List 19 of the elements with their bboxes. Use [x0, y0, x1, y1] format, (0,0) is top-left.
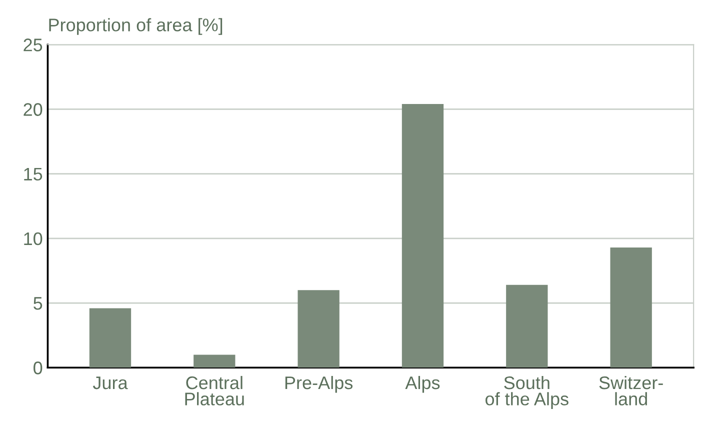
x-tick-label: South of the Alps [486, 376, 568, 409]
x-tick-label: Alps [405, 376, 440, 393]
x-tick-label: Central Plateau [185, 376, 244, 406]
y-tick-label: 5 [34, 297, 42, 310]
y-axis-title: Proportion of area [%] [49, 18, 222, 35]
y-tick-label: 15 [24, 168, 42, 181]
x-tick-label: Pre-Alps [285, 376, 353, 393]
bar [610, 247, 652, 368]
bar [89, 308, 132, 368]
x-tick-label: Jura [92, 376, 128, 390]
x-tick-label: Switzer- land [599, 376, 663, 406]
y-tick-label: 10 [24, 232, 42, 246]
bar [194, 354, 236, 368]
y-tick-label: 25 [24, 38, 42, 52]
bar [298, 290, 340, 368]
bar [506, 284, 548, 368]
y-tick-label: 0 [34, 362, 42, 374]
y-tick-label: 20 [24, 103, 42, 116]
bar [402, 104, 444, 368]
